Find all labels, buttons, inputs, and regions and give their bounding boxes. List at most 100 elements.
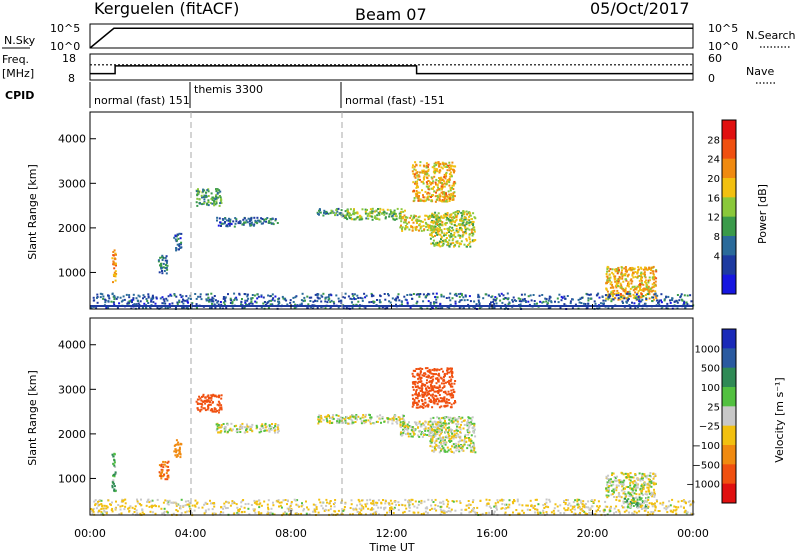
power-cbar-swatch-7	[722, 255, 736, 276]
power-cell-12-213	[505, 306, 508, 309]
power-cell-4-60	[225, 219, 228, 222]
power-cell-8-100	[415, 220, 418, 223]
velocity-cell-11-327	[143, 513, 146, 515]
velocity-cell-0-10	[113, 475, 116, 478]
velocity-cell-11-342	[568, 502, 571, 505]
power-cell-12-496	[556, 297, 559, 300]
power-cell-12-689	[690, 300, 693, 303]
power-cell-12-607	[230, 299, 233, 302]
velocity-cell-6-104	[427, 420, 430, 423]
power-cell-7-110	[394, 218, 396, 221]
power-cell-12-875	[404, 298, 407, 301]
power-cell-10-203	[434, 234, 436, 237]
power-cell-11-93	[643, 287, 646, 290]
velocity-cell-7-300	[414, 393, 417, 396]
power-cell-9-244	[415, 190, 418, 192]
power-cell-12-557	[683, 303, 686, 306]
velocity-cell-7-261	[430, 376, 433, 379]
power-cell-9-272	[443, 199, 445, 202]
power-cell-12-527	[271, 303, 274, 306]
power-cell-12-49	[255, 301, 258, 304]
power-cell-9-305	[450, 175, 453, 178]
velocity-cell-11-179	[533, 504, 536, 507]
velocity-cell-8-261	[470, 419, 473, 422]
velocity-cell-11-427	[416, 506, 419, 509]
velocity-cell-9-156	[606, 477, 609, 480]
power-data-layer	[90, 161, 695, 310]
velocity-cell-4-51	[270, 428, 273, 431]
velocity-cell-9-244	[630, 476, 633, 479]
velocity-cell-0-20	[113, 489, 116, 492]
power-cell-10-259	[471, 239, 474, 242]
velocity-cell-9-136	[650, 485, 653, 488]
power-cell-11-165	[640, 293, 643, 296]
velocity-cell-5-57	[369, 414, 371, 416]
power-cell-10-228	[447, 218, 450, 220]
velocity-cell-11-861	[651, 512, 654, 515]
velocity-cell-5-125	[387, 417, 390, 420]
velocity-cell-3-27	[214, 394, 217, 397]
velocity-cell-2-6	[175, 451, 178, 454]
power-cell-11-111	[639, 284, 642, 287]
velocity-cell-11-326	[362, 507, 365, 510]
velocity-cell-8-201	[432, 450, 435, 453]
velocity-cell-10-53	[623, 501, 626, 504]
power-cell-12-738	[121, 299, 124, 302]
velocity-cell-6-13	[406, 423, 409, 426]
power-cell-12-283	[637, 295, 640, 298]
velocity-cell-11-457	[518, 503, 521, 506]
power-cell-12-205	[155, 297, 158, 300]
power-cell-11-215	[647, 286, 649, 289]
power-cell-12-365	[645, 298, 648, 300]
power-cell-12-166	[245, 303, 247, 306]
velocity-cell-7-277	[411, 394, 414, 397]
power-cell-12-380	[364, 296, 367, 299]
velocity-cell-7-90	[421, 391, 424, 394]
velocity-cell-1-2	[158, 464, 161, 467]
power-cell-10-269	[441, 244, 444, 247]
power-cell-9-114	[420, 180, 423, 183]
velocity-cell-3-77	[217, 404, 220, 407]
velocity-cell-9-168	[631, 491, 634, 494]
velocity-cell-11-528	[102, 507, 105, 510]
power-cell-12-45	[428, 293, 431, 296]
power-cell-7-107	[354, 212, 357, 215]
power-cell-11-186	[617, 278, 620, 281]
velocity-cell-9-229	[643, 474, 646, 477]
velocity-cell-11-646	[544, 505, 547, 508]
velocity-cell-11-589	[677, 506, 680, 509]
power-cell-3-14	[215, 200, 218, 203]
power-cell-12-665	[559, 306, 562, 309]
power-cell-11-28	[629, 295, 632, 298]
power-cell-7-108	[353, 213, 356, 216]
velocity-cell-10-2	[644, 504, 647, 507]
velocity-cell-8-251	[473, 449, 476, 452]
power-cell-9-49	[436, 198, 438, 201]
power-cell-12-415	[647, 293, 650, 296]
velocity-cell-8-206	[444, 450, 447, 453]
velocity-cell-11-892	[669, 510, 672, 513]
power-cell-11-166	[631, 274, 634, 277]
power-cell-12-428	[244, 301, 247, 304]
power-cell-12-206	[90, 307, 93, 309]
power-cbar-tick-5: 8	[714, 232, 720, 243]
velocity-cell-11-635	[581, 505, 584, 508]
power-cell-8-123	[423, 228, 426, 231]
velocity-cell-1-34	[161, 471, 163, 474]
velocity-cell-7-232	[415, 406, 418, 409]
velocity-cell-3-41	[199, 410, 202, 413]
velocity-cell-11-689	[278, 505, 280, 508]
velocity-cell-7-291	[416, 393, 418, 396]
power-cell-10-126	[439, 223, 442, 226]
power-cell-3-70	[205, 194, 207, 197]
velocity-cell-11-445	[248, 513, 251, 516]
velocity-cell-8-302	[455, 435, 458, 438]
velocity-cell-5-62	[332, 414, 335, 417]
velocity-cell-3-15	[198, 402, 201, 405]
velocity-cell-9-208	[638, 493, 641, 496]
velocity-cell-11-436	[328, 502, 331, 505]
power-cell-12-695	[379, 294, 381, 297]
power-cell-11-152	[607, 298, 610, 301]
velocity-cell-3-24	[220, 406, 223, 409]
velocity-cell-7-338	[427, 403, 430, 406]
